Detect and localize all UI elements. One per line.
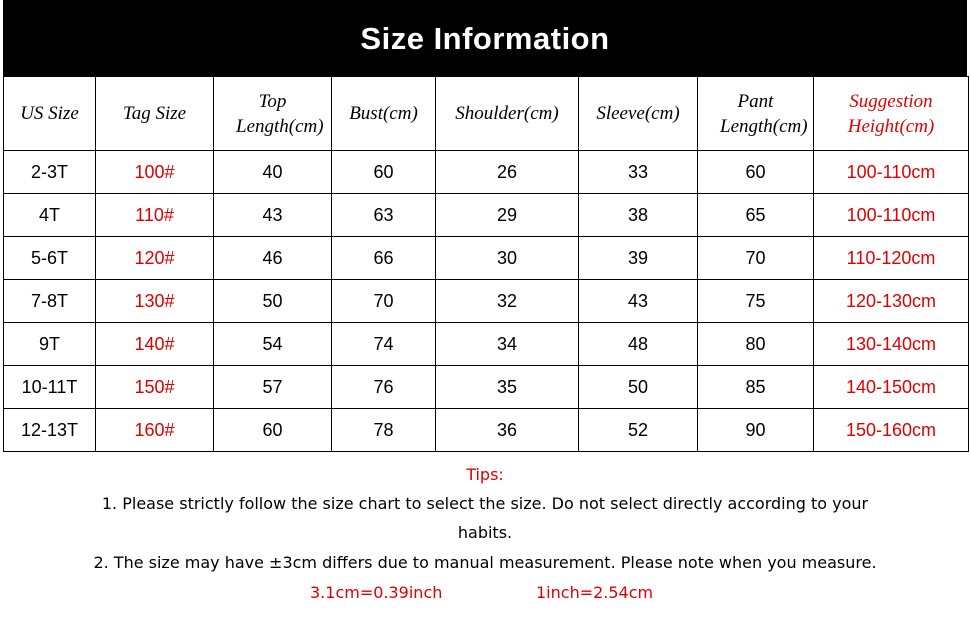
column-header: Tag Size: [95, 76, 214, 151]
table-cell: 43: [578, 279, 698, 323]
table-cell: 65: [697, 193, 814, 237]
table-cell: 12-13T: [3, 408, 96, 452]
table-cell: 140#: [95, 322, 214, 366]
table-cell: 60: [331, 150, 436, 194]
column-header: Top Length(cm): [213, 76, 332, 151]
table-row: 4T 110# 43 63 29 38 65 100-110cm: [3, 193, 969, 237]
table-cell: 80: [697, 322, 814, 366]
column-header: Sleeve(cm): [578, 76, 698, 151]
table-cell: 100-110cm: [813, 150, 969, 194]
table-cell: 32: [435, 279, 579, 323]
column-header: US Size: [3, 76, 96, 151]
table-cell: 160#: [95, 408, 214, 452]
table-cell: 60: [213, 408, 332, 452]
table-cell: 75: [697, 279, 814, 323]
table-cell: 50: [213, 279, 332, 323]
table-row: 2-3T 100# 40 60 26 33 60 100-110cm: [3, 150, 969, 194]
table-cell: 70: [331, 279, 436, 323]
table-cell: 100#: [95, 150, 214, 194]
table-cell: 52: [578, 408, 698, 452]
table-cell: 78: [331, 408, 436, 452]
table-cell: 26: [435, 150, 579, 194]
table-cell: 130-140cm: [813, 322, 969, 366]
table-cell: 110#: [95, 193, 214, 237]
table-cell: 10-11T: [3, 365, 96, 409]
table-cell: 60: [697, 150, 814, 194]
table-cell: 36: [435, 408, 579, 452]
column-header: Bust(cm): [331, 76, 436, 151]
table-cell: 40: [213, 150, 332, 194]
table-cell: 33: [578, 150, 698, 194]
table-cell: 38: [578, 193, 698, 237]
table-cell: 120#: [95, 236, 214, 280]
table-cell: 4T: [3, 193, 96, 237]
column-header: Suggestion Height(cm): [813, 76, 969, 151]
tip-1-cont: habits.: [457, 523, 513, 542]
table-cell: 34: [435, 322, 579, 366]
table-cell: 39: [578, 236, 698, 280]
table-cell: 48: [578, 322, 698, 366]
table-cell: 130#: [95, 279, 214, 323]
table-cell: 7-8T: [3, 279, 96, 323]
table-cell: 43: [213, 193, 332, 237]
conversion-inch: 1inch=2.54cm: [536, 583, 654, 602]
page-title: Size Information: [3, 0, 967, 77]
column-header: Pant Length(cm): [697, 76, 814, 151]
table-cell: 57: [213, 365, 332, 409]
table-cell: 46: [213, 236, 332, 280]
table-cell: 66: [331, 236, 436, 280]
table-cell: 110-120cm: [813, 236, 969, 280]
table-cell: 140-150cm: [813, 365, 969, 409]
table-cell: 30: [435, 236, 579, 280]
table-cell: 120-130cm: [813, 279, 969, 323]
table-cell: 35: [435, 365, 579, 409]
table-row: 10-11T 150# 57 76 35 50 85 140-150cm: [3, 365, 969, 409]
table-cell: 29: [435, 193, 579, 237]
tip-1: 1. Please strictly follow the size chart…: [101, 494, 869, 513]
table-cell: 5-6T: [3, 236, 96, 280]
table-cell: 2-3T: [3, 150, 96, 194]
tips-heading: Tips:: [466, 465, 504, 484]
table-row: 5-6T 120# 46 66 30 39 70 110-120cm: [3, 236, 969, 280]
table-cell: 150#: [95, 365, 214, 409]
table-cell: 50: [578, 365, 698, 409]
table-cell: 150-160cm: [813, 408, 969, 452]
table-row: 9T 140# 54 74 34 48 80 130-140cm: [3, 322, 969, 366]
table-cell: 63: [331, 193, 436, 237]
table-row: 12-13T 160# 60 78 36 52 90 150-160cm: [3, 408, 969, 452]
table-cell: 76: [331, 365, 436, 409]
table-cell: 100-110cm: [813, 193, 969, 237]
table-cell: 85: [697, 365, 814, 409]
size-table: US Size Tag Size Top Length(cm) Bust(cm) Sho…: [3, 76, 969, 452]
table-cell: 74: [331, 322, 436, 366]
table-cell: 54: [213, 322, 332, 366]
table-cell: 90: [697, 408, 814, 452]
table-cell: 9T: [3, 322, 96, 366]
column-header: Shoulder(cm): [435, 76, 579, 151]
conversion-cm: 3.1cm=0.39inch: [310, 583, 443, 602]
table-row: 7-8T 130# 50 70 32 43 75 120-130cm: [3, 279, 969, 323]
header-row: US Size Tag Size Top Length(cm) Bust(cm) Sho…: [3, 76, 969, 151]
tip-2: 2. The size may have ±3cm differs due to…: [93, 553, 877, 572]
table-cell: 70: [697, 236, 814, 280]
